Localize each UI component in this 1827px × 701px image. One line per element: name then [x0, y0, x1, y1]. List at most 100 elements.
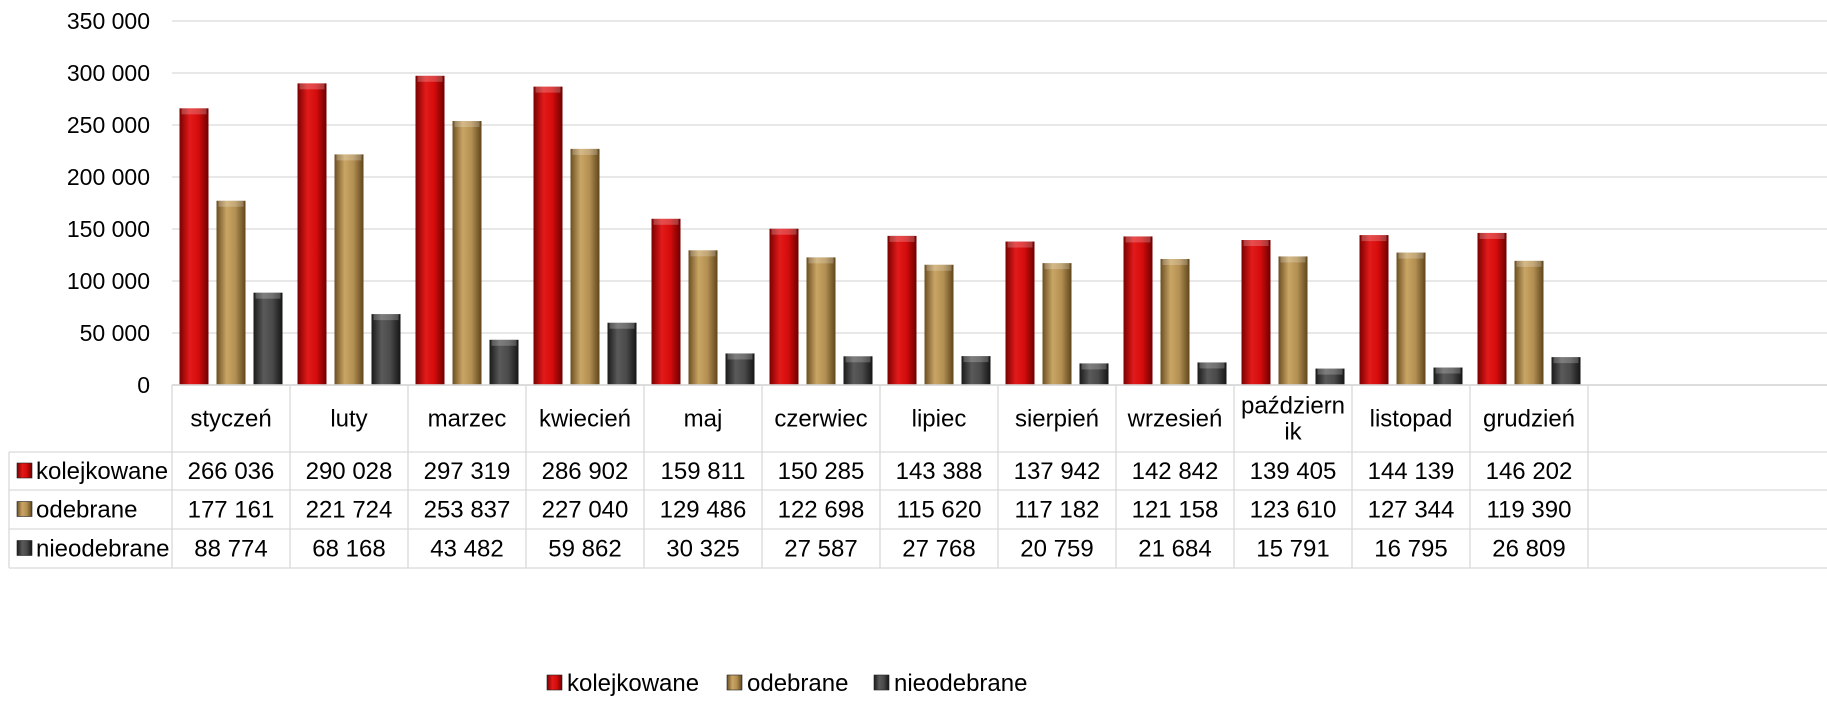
bar-highlight	[808, 257, 834, 264]
bar-highlight	[1553, 357, 1579, 364]
bar-nieodebrane-styczen	[253, 292, 283, 385]
bar-highlight	[1361, 235, 1387, 242]
table-cell-nieodebrane: 16 795	[1374, 536, 1447, 563]
table-cell-odebrane: 115 620	[897, 497, 982, 524]
table-cell-odebrane: 122 698	[778, 497, 865, 524]
bar-highlight	[963, 356, 989, 363]
category-label: luty	[330, 406, 367, 433]
table-cell-nieodebrane: 27 768	[902, 536, 975, 563]
bar-kolejkowane-kwiecien	[533, 86, 563, 385]
category-label: styczeń	[190, 406, 271, 433]
legend-label-odebrane: odebrane	[747, 670, 848, 697]
y-tick-label: 50 000	[80, 320, 150, 346]
table-cell-nieodebrane: 59 862	[548, 536, 621, 563]
bar-highlight	[491, 339, 517, 346]
bar-highlight	[1199, 362, 1225, 369]
table-cell-nieodebrane: 15 791	[1256, 536, 1329, 563]
bar-odebrane-wrzesien	[1160, 258, 1190, 385]
bar-highlight	[336, 154, 362, 161]
bar-kolejkowane-luty	[297, 83, 327, 385]
bar-odebrane-grudzien	[1514, 260, 1544, 385]
table-cell-kolejkowane: 146 202	[1486, 458, 1573, 485]
y-axis-tick-labels: 0 50 000 100 000 150 000 200 000 250 000 300 0…	[67, 8, 150, 398]
bar-kolejkowane-styczen	[179, 108, 209, 385]
bar-highlight	[1007, 241, 1033, 248]
category-label: lipiec	[912, 406, 967, 433]
bar-odebrane-pazdziernik	[1278, 256, 1308, 385]
y-tick-label: 300 000	[67, 60, 150, 86]
table-cell-nieodebrane: 68 168	[312, 536, 385, 563]
y-tick-label: 200 000	[67, 164, 150, 190]
table-cell-odebrane: 221 724	[306, 497, 393, 524]
table-cell-kolejkowane: 142 842	[1132, 458, 1219, 485]
y-tick-label: 350 000	[67, 8, 150, 34]
table-cell-nieodebrane: 30 325	[666, 536, 739, 563]
bar-highlight	[653, 218, 679, 225]
bar-highlight	[771, 228, 797, 235]
category-label: wrzesień	[1127, 406, 1223, 433]
legend-key-nieodebrane	[873, 674, 890, 691]
table-cell-kolejkowane: 144 139	[1368, 458, 1455, 485]
legend-key-odebrane	[726, 674, 743, 691]
legend: kolejkowane odebrane nieodebrane	[546, 670, 1027, 697]
bar-highlight	[1243, 240, 1269, 247]
gridlines	[172, 20, 1827, 334]
bar-nieodebrane-luty	[371, 314, 401, 385]
bar-nieodebrane-lipiec	[961, 356, 991, 385]
y-tick-label: 100 000	[67, 268, 150, 294]
table-cell-nieodebrane: 21 684	[1138, 536, 1211, 563]
bar-nieodebrane-wrzesien	[1197, 362, 1227, 385]
data-table: styczeń luty marzec kwiecień maj czerwiec lipi…	[8, 384, 1827, 569]
table-cell-nieodebrane: 43 482	[430, 536, 503, 563]
bar-highlight	[926, 264, 952, 271]
table-cell-odebrane: 123 610	[1250, 497, 1337, 524]
bar-highlight	[1044, 263, 1070, 270]
category-label: marzec	[428, 406, 507, 433]
bar-highlight	[299, 83, 325, 90]
bar-highlight	[218, 200, 244, 207]
table-cell-kolejkowane: 297 319	[424, 458, 511, 485]
y-tick-label: 150 000	[67, 216, 150, 242]
bar-odebrane-luty	[334, 154, 364, 385]
table-cell-kolejkowane: 290 028	[306, 458, 393, 485]
bar-highlight	[1479, 232, 1505, 239]
table-cell-odebrane: 121 158	[1132, 497, 1219, 524]
table-cell-kolejkowane: 150 285	[778, 458, 865, 485]
bar-highlight	[1435, 367, 1461, 374]
bar-highlight	[535, 86, 561, 93]
table-cell-odebrane: 253 837	[424, 497, 511, 524]
table-cell-odebrane: 129 486	[660, 497, 747, 524]
bar-highlight	[1398, 252, 1424, 259]
bar-odebrane-kwiecien	[570, 148, 600, 385]
table-cell-kolejkowane: 266 036	[188, 458, 275, 485]
bar-highlight	[1280, 256, 1306, 263]
table-cell-kolejkowane: 137 942	[1014, 458, 1101, 485]
bar-odebrane-czerwiec	[806, 257, 836, 385]
category-label: sierpień	[1015, 406, 1099, 433]
category-label: ik	[1284, 419, 1302, 446]
table-cell-odebrane: 117 182	[1015, 497, 1100, 524]
bar-highlight	[1125, 236, 1151, 243]
category-label: czerwiec	[774, 406, 867, 433]
row-label-nieodebrane: nieodebrane	[36, 536, 169, 563]
bar-highlight	[572, 148, 598, 155]
bar-highlight	[690, 250, 716, 257]
series-key-nieodebrane	[16, 540, 33, 556]
category-label: listopad	[1370, 406, 1453, 433]
bar-nieodebrane-sierpien	[1079, 363, 1109, 385]
bar-kolejkowane-wrzesien	[1123, 236, 1153, 385]
table-cell-odebrane: 177 161	[188, 497, 275, 524]
bar-nieodebrane-pazdziernik	[1315, 368, 1345, 385]
bar-nieodebrane-kwiecien	[607, 322, 637, 385]
table-cell-nieodebrane: 20 759	[1020, 536, 1093, 563]
bar-highlight	[373, 314, 399, 321]
bar-kolejkowane-czerwiec	[769, 228, 799, 385]
category-label: maj	[684, 406, 723, 433]
legend-key-kolejkowane	[546, 674, 563, 691]
table-cell-nieodebrane: 27 587	[784, 536, 857, 563]
table-cell-odebrane: 227 040	[542, 497, 629, 524]
bar-kolejkowane-marzec	[415, 75, 445, 385]
table-cell-nieodebrane: 26 809	[1492, 536, 1565, 563]
bar-odebrane-sierpien	[1042, 263, 1072, 385]
